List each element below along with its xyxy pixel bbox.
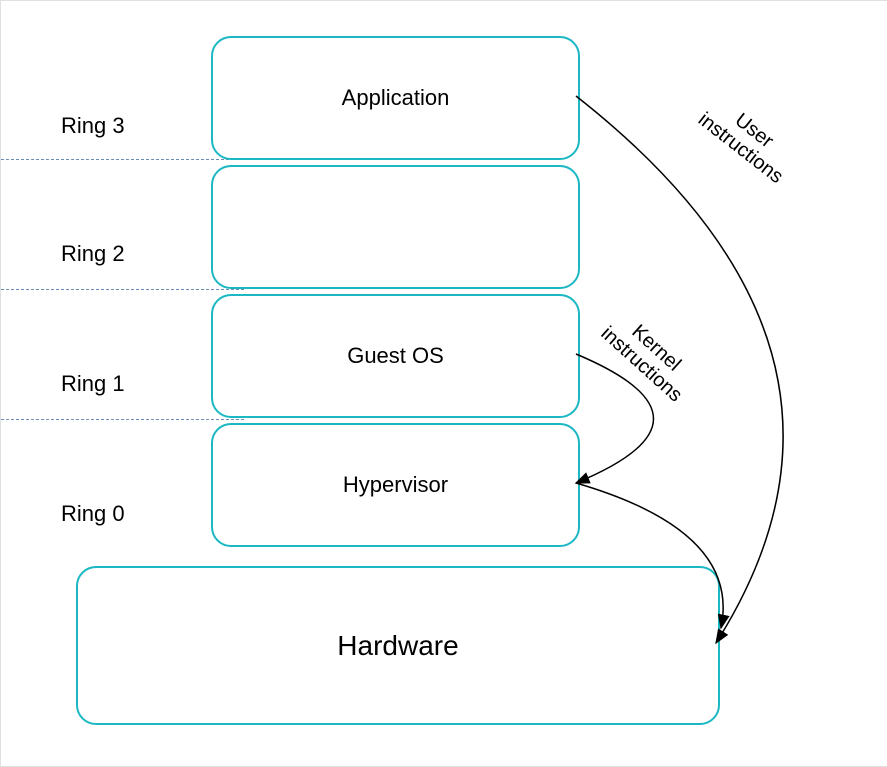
ring2-box bbox=[211, 165, 580, 289]
hypervisor-label: Hypervisor bbox=[343, 472, 448, 498]
user-instructions-label: User instructions bbox=[694, 91, 801, 188]
ring-label-1: Ring 1 bbox=[61, 371, 125, 397]
hardware-label: Hardware bbox=[337, 630, 458, 662]
hardware-box: Hardware bbox=[76, 566, 720, 725]
application-label: Application bbox=[342, 85, 450, 111]
guestos-label: Guest OS bbox=[347, 343, 444, 369]
guestos-box: Guest OS bbox=[211, 294, 580, 418]
diagram-canvas: Ring 3 Ring 2 Ring 1 Ring 0 Application … bbox=[0, 0, 887, 767]
kernel-instructions-label: Kernel instructions bbox=[597, 306, 702, 406]
ring-divider bbox=[1, 289, 244, 290]
hypervisor-box: Hypervisor bbox=[211, 423, 580, 547]
application-box: Application bbox=[211, 36, 580, 160]
ring-label-3: Ring 3 bbox=[61, 113, 125, 139]
ring-divider bbox=[1, 159, 244, 160]
ring-label-0: Ring 0 bbox=[61, 501, 125, 527]
ring-divider bbox=[1, 419, 244, 420]
ring-label-2: Ring 2 bbox=[61, 241, 125, 267]
